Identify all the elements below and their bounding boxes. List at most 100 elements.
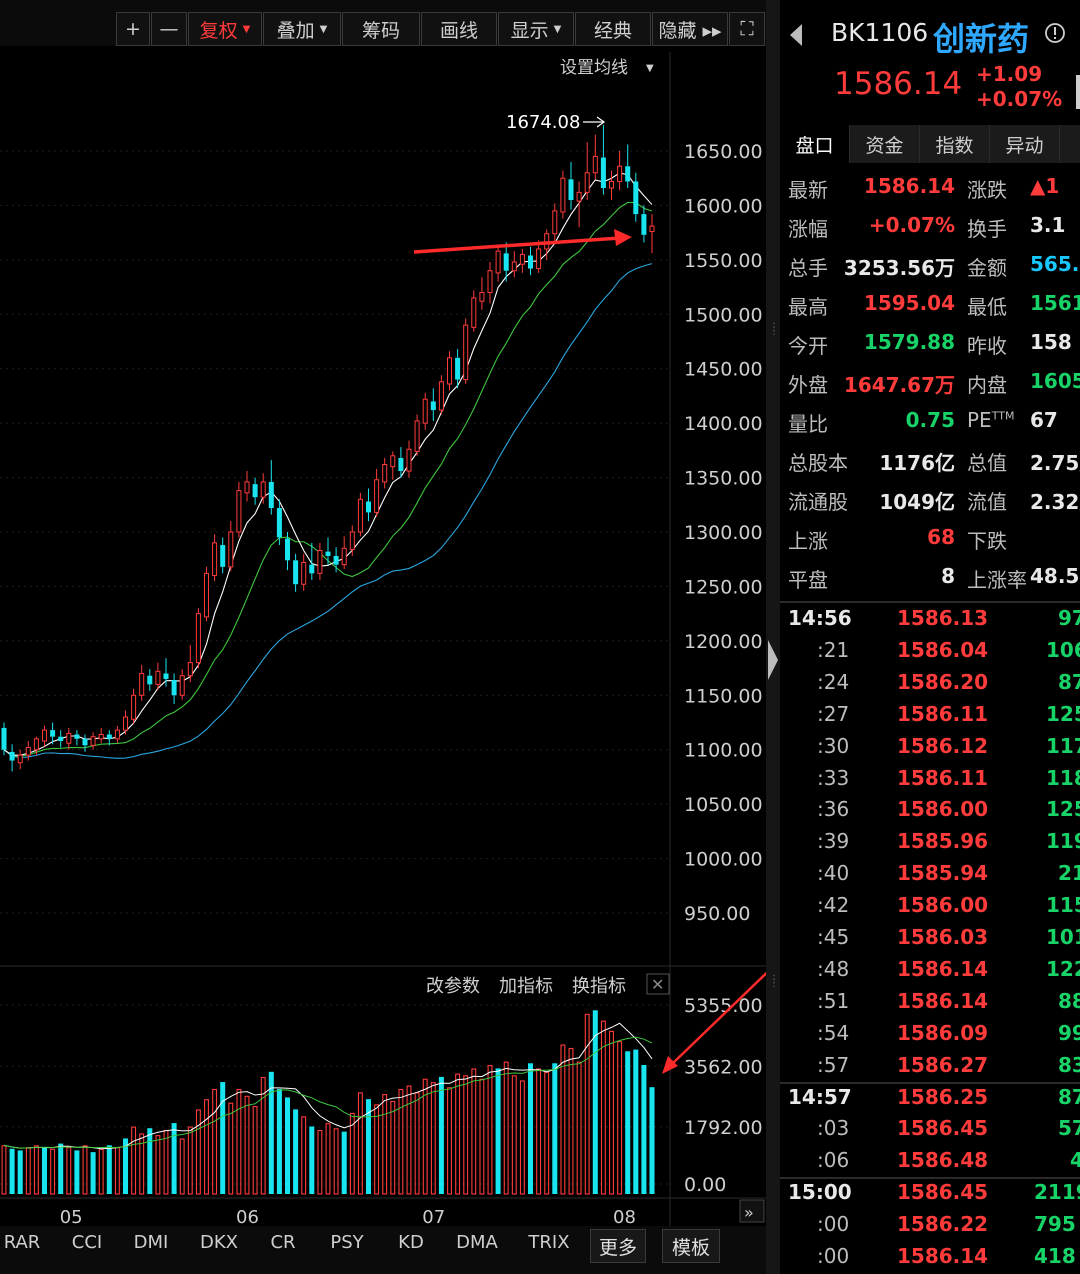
zoom-in-button[interactable]: +: [116, 12, 150, 46]
volume-tick-label: 0.00: [684, 1174, 726, 1196]
kline-chart[interactable]: 1650.00 1600.00 1550.00 1500.00 1450.00 1400.…: [0, 46, 766, 1226]
tab-kd[interactable]: KD: [398, 1232, 424, 1253]
panel-splitter[interactable]: ⋮ ⋮ ⋮ ⋮: [766, 0, 780, 1274]
display-button[interactable]: 显示 ▼: [498, 12, 574, 46]
more-indicators-button[interactable]: 更多: [590, 1229, 646, 1263]
quote-label: 今开: [788, 334, 828, 358]
tick-row: :06 1586.48 4: [780, 1146, 1080, 1178]
tab-psy[interactable]: PSY: [330, 1232, 364, 1253]
candle-body: [179, 675, 185, 696]
candle-body: [114, 729, 120, 740]
tick-volume: 115: [1046, 893, 1080, 918]
quote-label: 总手: [788, 256, 828, 280]
overlay-button[interactable]: 叠加 ▼: [263, 12, 341, 46]
info-button[interactable]: [1044, 22, 1066, 48]
quote-label: 换手: [967, 217, 1007, 241]
candle-body: [276, 508, 282, 538]
quote-label: 量比: [788, 412, 828, 436]
tab-dkx[interactable]: DKX: [200, 1232, 238, 1253]
price-change: +1.09: [976, 62, 1043, 86]
candle-body: [333, 555, 339, 565]
chart-toolbar: + — 复权 ▼ 叠加 ▼ 筹码 画线 显示 ▼ 经典 隐藏 ▸▸ ⛶: [0, 0, 770, 46]
candle-body: [212, 542, 218, 577]
candle-body: [625, 166, 631, 182]
close-indicator-button[interactable]: [646, 973, 670, 995]
hide-button[interactable]: 隐藏 ▸▸: [652, 12, 728, 46]
volume-bar: [301, 1116, 307, 1195]
tab-trix[interactable]: TRIX: [528, 1232, 570, 1253]
back-button[interactable]: [788, 22, 804, 52]
zoom-in-label: +: [125, 18, 141, 40]
volume-bar: [560, 1044, 566, 1195]
tab-funds[interactable]: 资金: [850, 125, 920, 163]
zoom-out-button[interactable]: —: [151, 12, 187, 46]
restore-rights-button[interactable]: 复权 ▼: [188, 12, 262, 46]
volume-bar: [609, 1030, 614, 1195]
quote-value: 0.75: [905, 408, 955, 432]
tab-cr[interactable]: CR: [270, 1232, 296, 1253]
tab-dmi[interactable]: DMI: [133, 1232, 169, 1253]
tick-time: :36: [817, 797, 850, 822]
collapse-panel-button[interactable]: [766, 640, 778, 680]
candle-body: [365, 501, 372, 513]
draw-line-button[interactable]: 画线: [421, 12, 497, 46]
annotation-arrowhead-volume: [662, 1056, 678, 1074]
volume-bar: [333, 1128, 339, 1195]
tab-order-book[interactable]: 盘口: [780, 125, 850, 163]
volume-bar: [204, 1099, 209, 1195]
tick-price: 1586.45: [897, 1180, 989, 1205]
modify-params-link[interactable]: 改参数: [426, 976, 480, 997]
tick-time: :54: [817, 1020, 850, 1045]
tick-time: :27: [817, 701, 850, 726]
candle-body: [495, 250, 501, 274]
tick-row: :00 1586.14 418: [780, 1242, 1080, 1274]
ma20-line: [3, 263, 653, 759]
candle-body: [438, 381, 444, 411]
ma5-line: [3, 172, 653, 756]
grip-icon: ⋮ ⋮: [769, 322, 779, 337]
tab-index[interactable]: 指数: [920, 125, 990, 163]
tick-price: 1586.03: [897, 925, 989, 949]
volume-bar: [187, 1126, 193, 1195]
volume-bar: [147, 1128, 153, 1194]
candle-body: [139, 673, 145, 696]
tab-rar[interactable]: RAR: [3, 1232, 41, 1253]
candle-body: [527, 255, 534, 269]
tick-price: 1586.25: [897, 1084, 989, 1109]
tick-time: 15:00: [788, 1180, 852, 1205]
candle-body: [382, 464, 388, 483]
tick-volume: 795: [1034, 1212, 1076, 1237]
volume-bar: [633, 1049, 639, 1194]
expand-button[interactable]: [739, 1199, 765, 1223]
tick-volume: 418: [1034, 1244, 1076, 1268]
candle-body: [325, 551, 331, 556]
add-indicator-link[interactable]: 加指标: [499, 976, 553, 997]
candle-body: [592, 155, 598, 174]
chevron-down-icon: ▼: [242, 23, 251, 35]
fullscreen-button[interactable]: ⛶: [729, 12, 765, 46]
tick-time: :39: [817, 829, 850, 854]
tab-cci[interactable]: CCI: [71, 1232, 103, 1253]
tab-movement[interactable]: 异动: [990, 125, 1060, 163]
tick-volume: 101: [1046, 925, 1080, 949]
tick-row: :39 1585.96 119: [780, 827, 1080, 859]
candle-body: [293, 560, 299, 585]
tab-dma[interactable]: DMA: [456, 1232, 498, 1253]
quote-value: 3.1: [1030, 213, 1066, 237]
volume-bar: [479, 1078, 485, 1195]
quote-value: 68: [927, 525, 955, 549]
price-tick-label: 1500.00: [684, 304, 763, 326]
tab-sector[interactable]: 板: [1060, 125, 1080, 163]
volume-axis: 5355.00 3562.00 1792.00 0.00: [684, 995, 763, 1196]
switch-indicator-link[interactable]: 换指标: [572, 976, 626, 997]
set-ma-button[interactable]: 设置均线: [560, 58, 628, 78]
chips-button[interactable]: 筹码: [342, 12, 420, 46]
classic-button[interactable]: 经典: [575, 12, 651, 46]
chevron-down-icon: ▼: [319, 23, 328, 35]
volume-bars: [1, 1010, 655, 1195]
candle-body: [58, 736, 64, 742]
template-button[interactable]: 模板: [662, 1229, 720, 1263]
